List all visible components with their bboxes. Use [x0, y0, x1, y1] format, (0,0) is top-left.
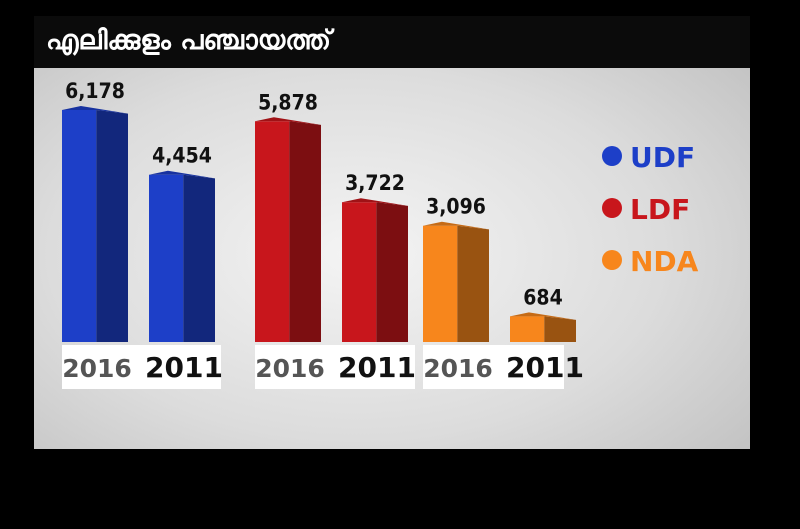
- bar-nda-2011: [510, 316, 545, 342]
- bar-side-ldf-2011: [376, 202, 408, 342]
- legend-label-ldf: LDF: [630, 193, 690, 226]
- bar-top-udf-2011: [149, 170, 215, 179]
- year-label-nda-2011: 2011: [506, 351, 584, 384]
- legend-label-udf: UDF: [630, 141, 695, 174]
- bar-side-ldf-2016: [289, 121, 321, 343]
- bar-ldf-2011: [342, 202, 377, 342]
- value-label-udf-2016: 6,178: [65, 79, 125, 103]
- year-label-ldf-2011: 2011: [338, 351, 416, 384]
- bar-top-nda-2011: [510, 312, 576, 320]
- title-bar: എലിക്കുളം പഞ്ചായത്ത്: [34, 16, 750, 68]
- legend-label-nda: NDA: [630, 245, 699, 278]
- bar-chart: 6,178 2016 4,454 2011 5,878 2016 3,722 2011 3,09…: [62, 79, 699, 389]
- bar-side-udf-2011: [183, 174, 215, 342]
- chart-panel: എലിക്കുളം പഞ്ചായത്ത് 6,178 2016 4,454 2011 5…: [34, 16, 750, 449]
- bar-ldf-2016: [255, 121, 290, 343]
- chart-title: എലിക്കുളം പഞ്ചായത്ത്: [46, 25, 331, 56]
- year-label-udf-2011: 2011: [145, 351, 223, 384]
- legend-marker-nda: [602, 250, 622, 270]
- value-label-ldf-2011: 3,722: [345, 171, 405, 195]
- bar-udf-2011: [149, 174, 184, 342]
- value-label-ldf-2016: 5,878: [258, 90, 318, 114]
- bar-top-ldf-2011: [342, 198, 408, 206]
- bar-top-udf-2016: [62, 106, 128, 114]
- year-label-ldf-2016: 2016: [255, 354, 325, 383]
- year-label-strip-nda: [423, 345, 564, 389]
- bar-side-nda-2011: [544, 316, 576, 342]
- legend-marker-udf: [602, 146, 622, 166]
- bar-udf-2016: [62, 110, 97, 342]
- bar-top-nda-2016: [423, 221, 489, 230]
- bar-side-nda-2016: [457, 225, 489, 342]
- value-label-nda-2016: 3,096: [426, 195, 486, 219]
- year-label-nda-2016: 2016: [423, 354, 493, 383]
- bar-nda-2016: [423, 225, 458, 342]
- legend-marker-ldf: [602, 198, 622, 218]
- year-label-strip-udf: [62, 345, 221, 389]
- value-label-nda-2011: 684: [523, 285, 562, 309]
- year-label-strip-ldf: [255, 345, 415, 389]
- bar-top-ldf-2016: [255, 117, 321, 125]
- bar-side-udf-2016: [96, 110, 128, 342]
- value-label-udf-2011: 4,454: [152, 144, 212, 168]
- year-label-udf-2016: 2016: [62, 354, 132, 383]
